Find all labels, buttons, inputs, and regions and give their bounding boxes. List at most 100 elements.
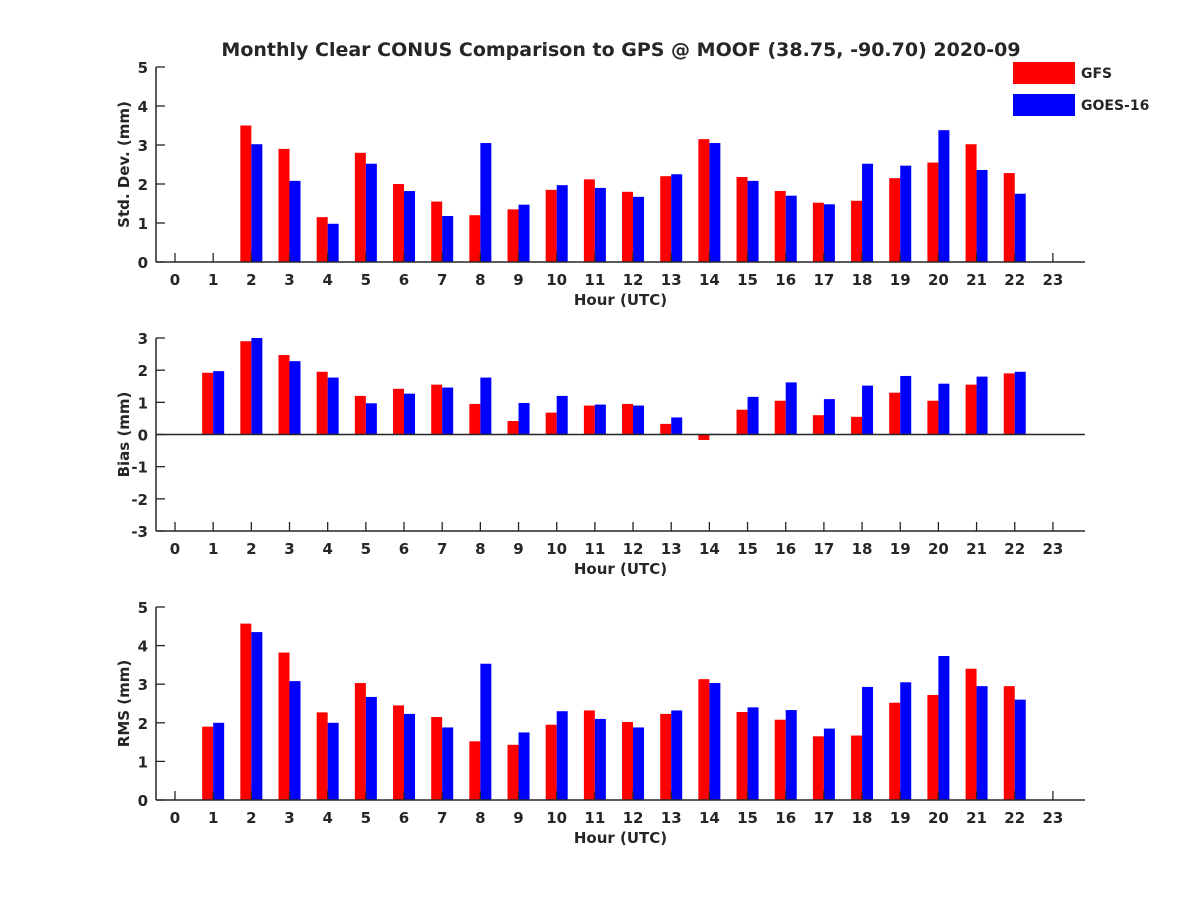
bar-gfs-hour-19 — [889, 702, 901, 800]
x-tick-label: 12 — [623, 809, 644, 827]
y-tick-label: 2 — [138, 176, 148, 194]
x-tick-label: 11 — [584, 809, 605, 827]
x-tick-label: 11 — [584, 540, 605, 558]
x-tick-label: 15 — [737, 271, 758, 289]
bar-gfs-hour-6 — [393, 705, 405, 800]
x-tick-label: 3 — [284, 271, 294, 289]
y-tick-label: 3 — [138, 137, 148, 155]
bar-gfs-hour-10 — [545, 189, 557, 262]
bar-gfs-hour-13 — [660, 176, 672, 262]
bar-goes-16-hour-22 — [1014, 371, 1026, 435]
bar-gfs-hour-21 — [965, 668, 977, 800]
x-tick-label: 2 — [246, 271, 256, 289]
bar-gfs-hour-19 — [889, 392, 901, 435]
bar-gfs-hour-13 — [660, 713, 672, 800]
x-tick-label: 0 — [170, 271, 180, 289]
bar-goes-16-hour-8 — [480, 143, 492, 262]
x-tick-label: 6 — [399, 540, 409, 558]
bar-goes-16-hour-12 — [633, 727, 645, 800]
bar-goes-16-hour-7 — [442, 215, 454, 262]
x-tick-label: 14 — [699, 271, 720, 289]
bar-goes-16-hour-11 — [594, 404, 606, 435]
bar-gfs-hour-10 — [545, 724, 557, 800]
bar-gfs-hour-16 — [774, 191, 786, 262]
bar-goes-16-hour-10 — [556, 185, 568, 262]
bar-gfs-hour-15 — [736, 176, 748, 262]
bar-goes-16-hour-13 — [671, 710, 683, 800]
x-axis-label: Hour (UTC) — [574, 829, 667, 847]
bar-gfs-hour-19 — [889, 178, 901, 262]
bar-goes-16-hour-20 — [938, 383, 950, 435]
bar-gfs-hour-12 — [622, 403, 634, 435]
bar-goes-16-hour-18 — [862, 686, 874, 800]
bar-goes-16-hour-16 — [785, 195, 797, 262]
x-tick-label: 22 — [1004, 271, 1025, 289]
bar-gfs-hour-1 — [202, 372, 214, 435]
x-tick-label: 5 — [361, 271, 371, 289]
y-tick-label: -2 — [131, 491, 148, 509]
x-tick-label: 7 — [437, 540, 447, 558]
bar-goes-16-hour-15 — [747, 707, 759, 800]
x-axis-label: Hour (UTC) — [574, 560, 667, 578]
x-tick-label: 10 — [546, 540, 567, 558]
bar-goes-16-hour-13 — [671, 417, 683, 435]
x-tick-label: 16 — [775, 271, 796, 289]
bar-goes-16-hour-1 — [213, 722, 225, 800]
x-tick-label: 19 — [890, 809, 911, 827]
bar-gfs-hour-22 — [1003, 373, 1015, 435]
x-tick-label: 2 — [246, 809, 256, 827]
bar-goes-16-hour-15 — [747, 180, 759, 262]
bar-goes-16-hour-2 — [251, 144, 263, 262]
bar-gfs-hour-8 — [469, 215, 481, 262]
bar-goes-16-hour-11 — [594, 187, 606, 262]
x-tick-label: 3 — [284, 809, 294, 827]
bar-gfs-hour-8 — [469, 403, 481, 435]
legend-item-goes-16: GOES-16 — [1013, 94, 1149, 116]
bar-gfs-hour-12 — [622, 722, 634, 800]
bar-goes-16-hour-9 — [518, 402, 530, 435]
y-tick-label: 4 — [138, 638, 148, 656]
y-tick-label: 5 — [138, 599, 148, 617]
y-axis-label: Std. Dev. (mm) — [115, 101, 133, 228]
bar-gfs-hour-7 — [431, 201, 443, 262]
x-tick-label: 17 — [813, 809, 834, 827]
bar-gfs-hour-18 — [851, 200, 863, 262]
x-tick-label: 23 — [1042, 271, 1063, 289]
x-tick-label: 7 — [437, 271, 447, 289]
y-tick-label: 3 — [138, 676, 148, 694]
x-tick-label: 19 — [890, 540, 911, 558]
bar-gfs-hour-9 — [507, 744, 519, 800]
x-tick-label: 13 — [661, 540, 682, 558]
bar-goes-16-hour-16 — [785, 382, 797, 435]
bar-gfs-hour-5 — [354, 683, 366, 800]
x-tick-label: 16 — [775, 809, 796, 827]
legend-label: GOES-16 — [1081, 98, 1149, 114]
bar-gfs-hour-1 — [202, 726, 214, 800]
x-tick-label: 4 — [322, 271, 332, 289]
legend-swatch — [1013, 94, 1075, 116]
y-tick-label: 0 — [138, 254, 148, 272]
bar-gfs-hour-16 — [774, 719, 786, 800]
x-tick-label: 0 — [170, 540, 180, 558]
bar-goes-16-hour-17 — [823, 728, 835, 800]
bar-gfs-hour-7 — [431, 384, 443, 435]
legend-label: GFS — [1081, 66, 1112, 82]
bar-gfs-hour-3 — [278, 355, 290, 435]
bar-gfs-hour-4 — [316, 371, 328, 435]
bar-gfs-hour-3 — [278, 652, 290, 800]
x-tick-label: 9 — [513, 271, 523, 289]
x-tick-label: 21 — [966, 809, 987, 827]
y-tick-label: 1 — [138, 753, 148, 771]
bar-gfs-hour-4 — [316, 712, 328, 800]
x-tick-label: 8 — [475, 271, 485, 289]
bar-goes-16-hour-3 — [289, 361, 301, 435]
bar-gfs-hour-6 — [393, 388, 405, 435]
x-tick-label: 5 — [361, 809, 371, 827]
y-axis-label: Bias (mm) — [115, 392, 133, 478]
bar-gfs-hour-12 — [622, 191, 634, 262]
bar-goes-16-hour-17 — [823, 204, 835, 262]
bar-goes-16-hour-20 — [938, 130, 950, 262]
x-tick-label: 12 — [623, 540, 644, 558]
